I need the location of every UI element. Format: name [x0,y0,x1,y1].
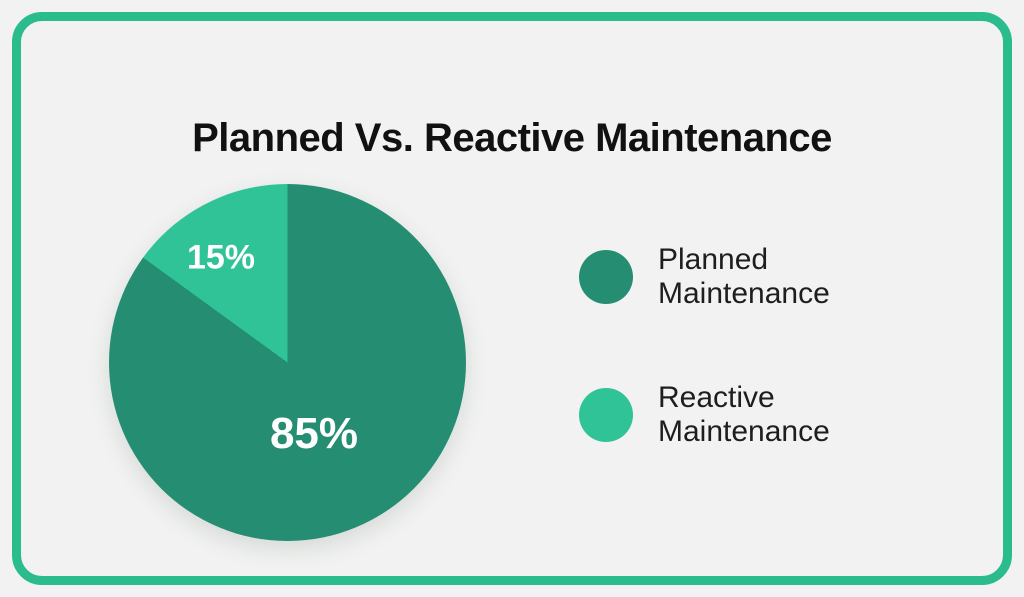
legend-label-planned: Planned Maintenance [658,243,830,310]
pie-slice-label-reactive: 15% [186,238,256,277]
chart-title: Planned Vs. Reactive Maintenance [192,115,832,160]
pie-chart: 15% 85% [109,184,466,541]
reactive-swatch-icon [579,388,633,442]
pie-slice-label-planned: 85% [269,409,359,458]
legend: Planned Maintenance Reactive Maintenance [579,243,878,449]
legend-item-reactive: Reactive Maintenance [579,381,878,449]
planned-swatch-icon [579,250,633,304]
legend-item-planned: Planned Maintenance [579,243,878,311]
chart-card: Planned Vs. Reactive Maintenance 15% 85%… [12,12,1012,585]
legend-label-reactive: Reactive Maintenance [658,381,830,448]
